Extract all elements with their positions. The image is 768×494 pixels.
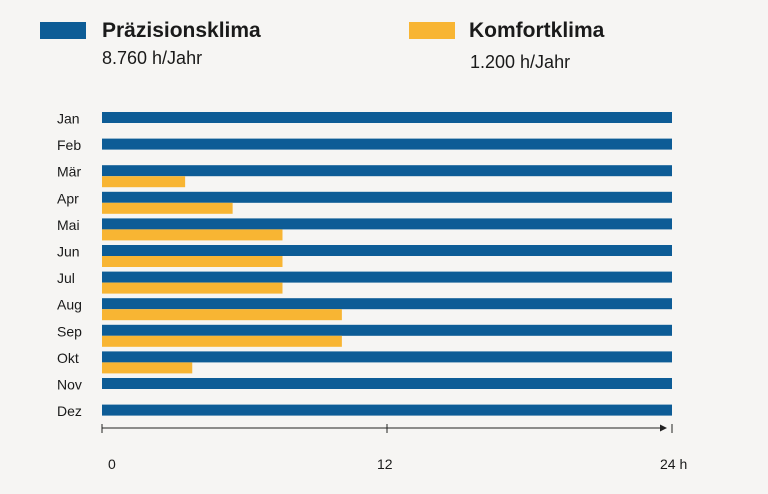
comfort-bar-mär xyxy=(102,176,186,188)
x-tick-label-0: 0 xyxy=(108,456,116,472)
precision-bar-dez xyxy=(102,404,672,416)
comfort-bar-jun xyxy=(102,256,283,267)
precision-bar-aug xyxy=(102,298,672,310)
comfort-bar-sep xyxy=(102,335,342,347)
month-label-3: Apr xyxy=(57,190,79,206)
precision-bar-sep xyxy=(102,324,672,336)
precision-bar-okt xyxy=(102,351,672,363)
comfort-bar-okt xyxy=(102,362,193,374)
precision-bar-mär xyxy=(102,165,672,177)
legend-label-precision: Präzisionsklima xyxy=(102,19,261,42)
comfort-bar-apr xyxy=(102,202,233,214)
month-label-0: Jan xyxy=(57,111,80,127)
comfort-bar-aug xyxy=(102,309,342,321)
month-label-11: Dez xyxy=(57,403,82,419)
month-label-4: Mai xyxy=(57,217,80,233)
comfort-bar-jul xyxy=(102,282,283,294)
month-label-1: Feb xyxy=(57,137,81,153)
month-label-7: Aug xyxy=(57,297,82,313)
precision-bar-mai xyxy=(102,218,672,230)
precision-bar-nov xyxy=(102,378,672,389)
month-label-6: Jul xyxy=(57,270,75,286)
precision-bar-jan xyxy=(102,112,672,123)
month-label-2: Mär xyxy=(57,164,81,180)
legend-swatch-precision xyxy=(40,22,86,39)
x-tick-label-2: 24 h xyxy=(660,456,687,472)
legend-swatch-comfort xyxy=(409,22,455,39)
month-label-9: Okt xyxy=(57,350,79,366)
legend-hours-comfort: 1.200 h/Jahr xyxy=(470,52,571,72)
month-label-5: Jun xyxy=(57,244,80,260)
month-label-10: Nov xyxy=(57,377,82,393)
x-tick-label-1: 12 xyxy=(377,456,393,472)
legend-label-comfort: Komfortklima xyxy=(469,19,605,42)
legend-hours-precision: 8.760 h/Jahr xyxy=(102,48,203,68)
month-label-8: Sep xyxy=(57,323,82,339)
comfort-bar-mai xyxy=(102,229,283,241)
x-axis-arrow xyxy=(660,424,667,432)
precision-bar-jul xyxy=(102,271,672,283)
precision-bar-jun xyxy=(102,245,672,256)
precision-bar-feb xyxy=(102,138,672,150)
precision-bar-apr xyxy=(102,191,672,203)
